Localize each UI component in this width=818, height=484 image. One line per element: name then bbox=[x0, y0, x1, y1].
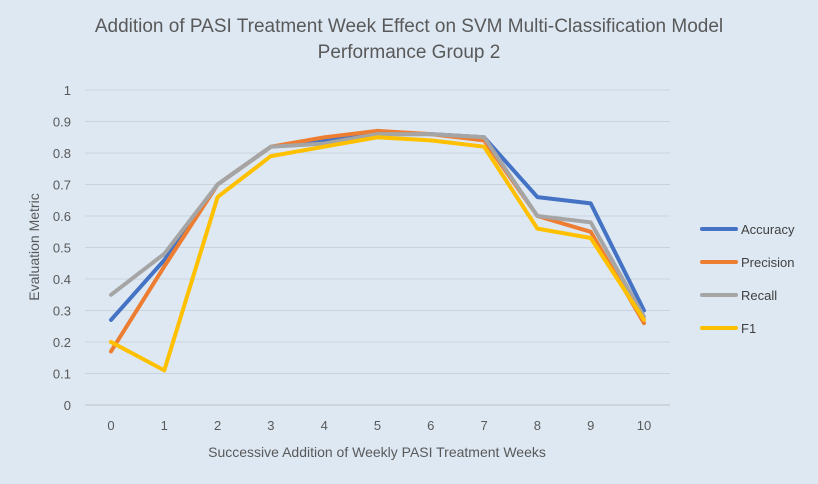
x-tick-label: 2 bbox=[214, 418, 221, 433]
legend-label: Accuracy bbox=[741, 222, 795, 237]
x-tick-label: 3 bbox=[267, 418, 274, 433]
y-tick-label: 0.8 bbox=[53, 146, 71, 161]
y-tick-label: 0.4 bbox=[53, 272, 71, 287]
series-line-precision bbox=[109, 128, 646, 354]
x-tick-label: 0 bbox=[107, 418, 114, 433]
x-tick-label: 6 bbox=[427, 418, 434, 433]
y-tick-label: 0.5 bbox=[53, 241, 71, 256]
chart-title-line2: Performance Group 2 bbox=[317, 42, 501, 63]
x-tick-label: 5 bbox=[374, 418, 381, 433]
y-tick-label: 0.1 bbox=[53, 367, 71, 382]
x-tick-label: 7 bbox=[480, 418, 487, 433]
x-tick-label: 9 bbox=[587, 418, 594, 433]
y-tick-label: 0.6 bbox=[53, 209, 71, 224]
series-line-recall bbox=[109, 132, 646, 319]
y-axis-label: Evaluation Metric bbox=[26, 193, 42, 300]
y-tick-label: 0 bbox=[64, 398, 71, 413]
y-tick-label: 0.3 bbox=[53, 304, 71, 319]
x-tick-label: 10 bbox=[637, 418, 651, 433]
x-axis-label: Successive Addition of Weekly PASI Treat… bbox=[208, 444, 546, 460]
y-tick-label: 0.7 bbox=[53, 178, 71, 193]
y-tick-label: 1 bbox=[64, 83, 71, 98]
y-tick-label: 0.2 bbox=[53, 335, 71, 350]
x-tick-label: 4 bbox=[321, 418, 328, 433]
x-tick-label: 8 bbox=[534, 418, 541, 433]
legend-label: Recall bbox=[741, 288, 777, 303]
legend-label: F1 bbox=[741, 321, 756, 336]
x-tick-label: 1 bbox=[161, 418, 168, 433]
series-line-f1 bbox=[109, 135, 646, 373]
legend-label: Precision bbox=[741, 255, 794, 270]
y-tick-label: 0.9 bbox=[53, 115, 71, 130]
chart-title-line1: Addition of PASI Treatment Week Effect o… bbox=[94, 16, 724, 37]
